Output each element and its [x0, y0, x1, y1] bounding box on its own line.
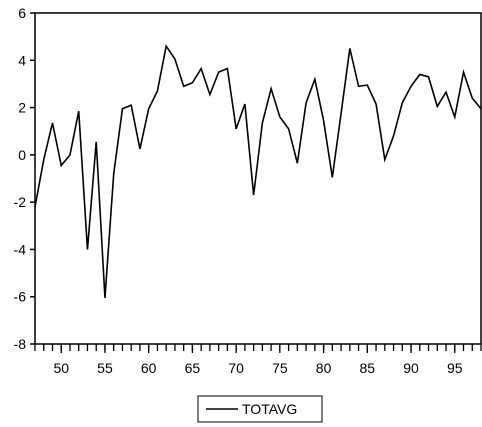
y-tick-label: -2: [14, 194, 27, 210]
y-tick-label: 0: [18, 147, 26, 163]
x-tick-label: 85: [360, 360, 376, 376]
x-tick-label: 75: [272, 360, 288, 376]
y-tick-label: 6: [18, 5, 26, 21]
legend-label-totavg: TOTAVG: [242, 401, 297, 417]
x-axis-ticks: 50 55 60 65 70 75 80 85 90 95: [34, 344, 482, 376]
plot-frame: [34, 12, 482, 345]
x-tick-label: 65: [185, 360, 201, 376]
y-tick-label: -8: [14, 336, 27, 352]
series-line-totavg: [34, 44, 482, 298]
y-tick-label: 2: [18, 100, 26, 116]
x-tick-label: 55: [97, 360, 113, 376]
y-axis-ticks: -8 -6 -4 -2 0 2 4 6: [14, 5, 35, 352]
x-tick-label: 95: [447, 360, 463, 376]
plot-area: [34, 12, 482, 345]
x-tick-label: 70: [228, 360, 244, 376]
legend: TOTAVG: [197, 395, 323, 423]
x-tick-label: 60: [141, 360, 157, 376]
x-tick-label: 90: [403, 360, 419, 376]
y-tick-label: -4: [14, 241, 27, 257]
x-tick-label: 50: [53, 360, 69, 376]
y-tick-label: 4: [18, 52, 26, 68]
y-tick-label: -6: [14, 289, 27, 305]
x-tick-label: 80: [316, 360, 332, 376]
